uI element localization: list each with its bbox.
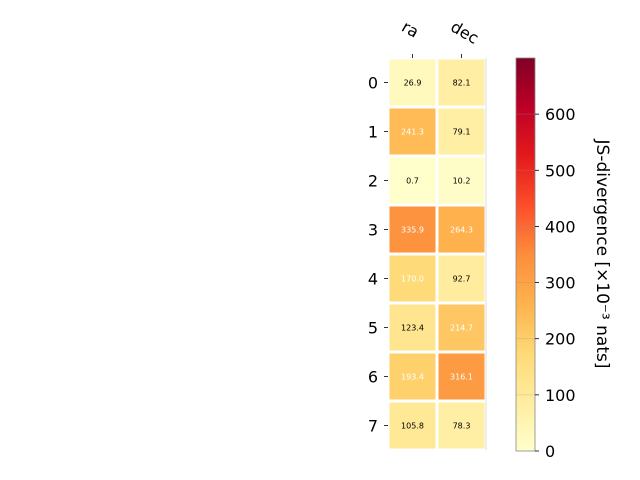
cell-value-label: 79.1 <box>453 128 471 137</box>
row-label-2: 2 <box>368 172 378 191</box>
cell-value-label: 10.2 <box>453 177 471 186</box>
column-labels: ra dec <box>399 17 482 58</box>
colorbar-tick-label: 600 <box>545 105 576 124</box>
colorbar-tick-label: 0 <box>545 442 555 461</box>
colorbar <box>515 57 536 452</box>
row-labels: 0 1 2 3 4 5 6 7 <box>368 74 388 436</box>
column-label-dec: dec <box>448 17 482 48</box>
cell-value-label: 82.1 <box>453 79 471 88</box>
row-label-5: 5 <box>368 319 378 338</box>
colorbar-tick-label: 100 <box>545 386 576 405</box>
cell-value-label: 264.3 <box>450 226 473 235</box>
row-label-1: 1 <box>368 123 378 142</box>
row-label-0: 0 <box>368 74 378 93</box>
cell-value-label: 316.1 <box>450 373 473 382</box>
cell-value-label: 170.0 <box>401 275 424 284</box>
cell-value-label: 214.7 <box>450 324 473 333</box>
colorbar-ticks: 0 100 200 300 400 500 600 <box>516 105 576 461</box>
colorbar-tick-label: 400 <box>545 217 576 236</box>
row-label-6: 6 <box>368 368 378 387</box>
cell-value-label: 123.4 <box>401 324 424 333</box>
cell-value-label: 78.3 <box>453 422 471 431</box>
row-label-3: 3 <box>368 221 378 240</box>
colorbar-tick-label: 500 <box>545 161 576 180</box>
cell-value-label: 193.4 <box>401 373 424 382</box>
heatmap-cell <box>435 399 488 452</box>
colorbar-tick-label: 200 <box>545 330 576 349</box>
row-label-4: 4 <box>368 270 378 289</box>
cell-value-label: 92.7 <box>453 275 471 284</box>
cell-value-label: 335.9 <box>401 226 424 235</box>
heatmap-cell <box>435 203 488 256</box>
heatmap-cells: 26.9 82.1 241.3 79.1 0.7 10.2 335.9 264.3 170.0 9… <box>386 56 488 452</box>
cell-value-label: 241.3 <box>401 128 424 137</box>
cell-value-label: 105.8 <box>401 422 424 431</box>
cell-value-label: 26.9 <box>404 79 422 88</box>
column-label-ra: ra <box>399 17 423 42</box>
colorbar-gradient <box>515 57 536 452</box>
cell-value-label: 0.7 <box>406 177 419 186</box>
row-label-7: 7 <box>368 417 378 436</box>
heatmap-cell <box>435 252 488 305</box>
colorbar-label: JS-divergence [×10⁻³ nats] <box>592 139 612 369</box>
colorbar-tick-label: 300 <box>545 274 576 293</box>
